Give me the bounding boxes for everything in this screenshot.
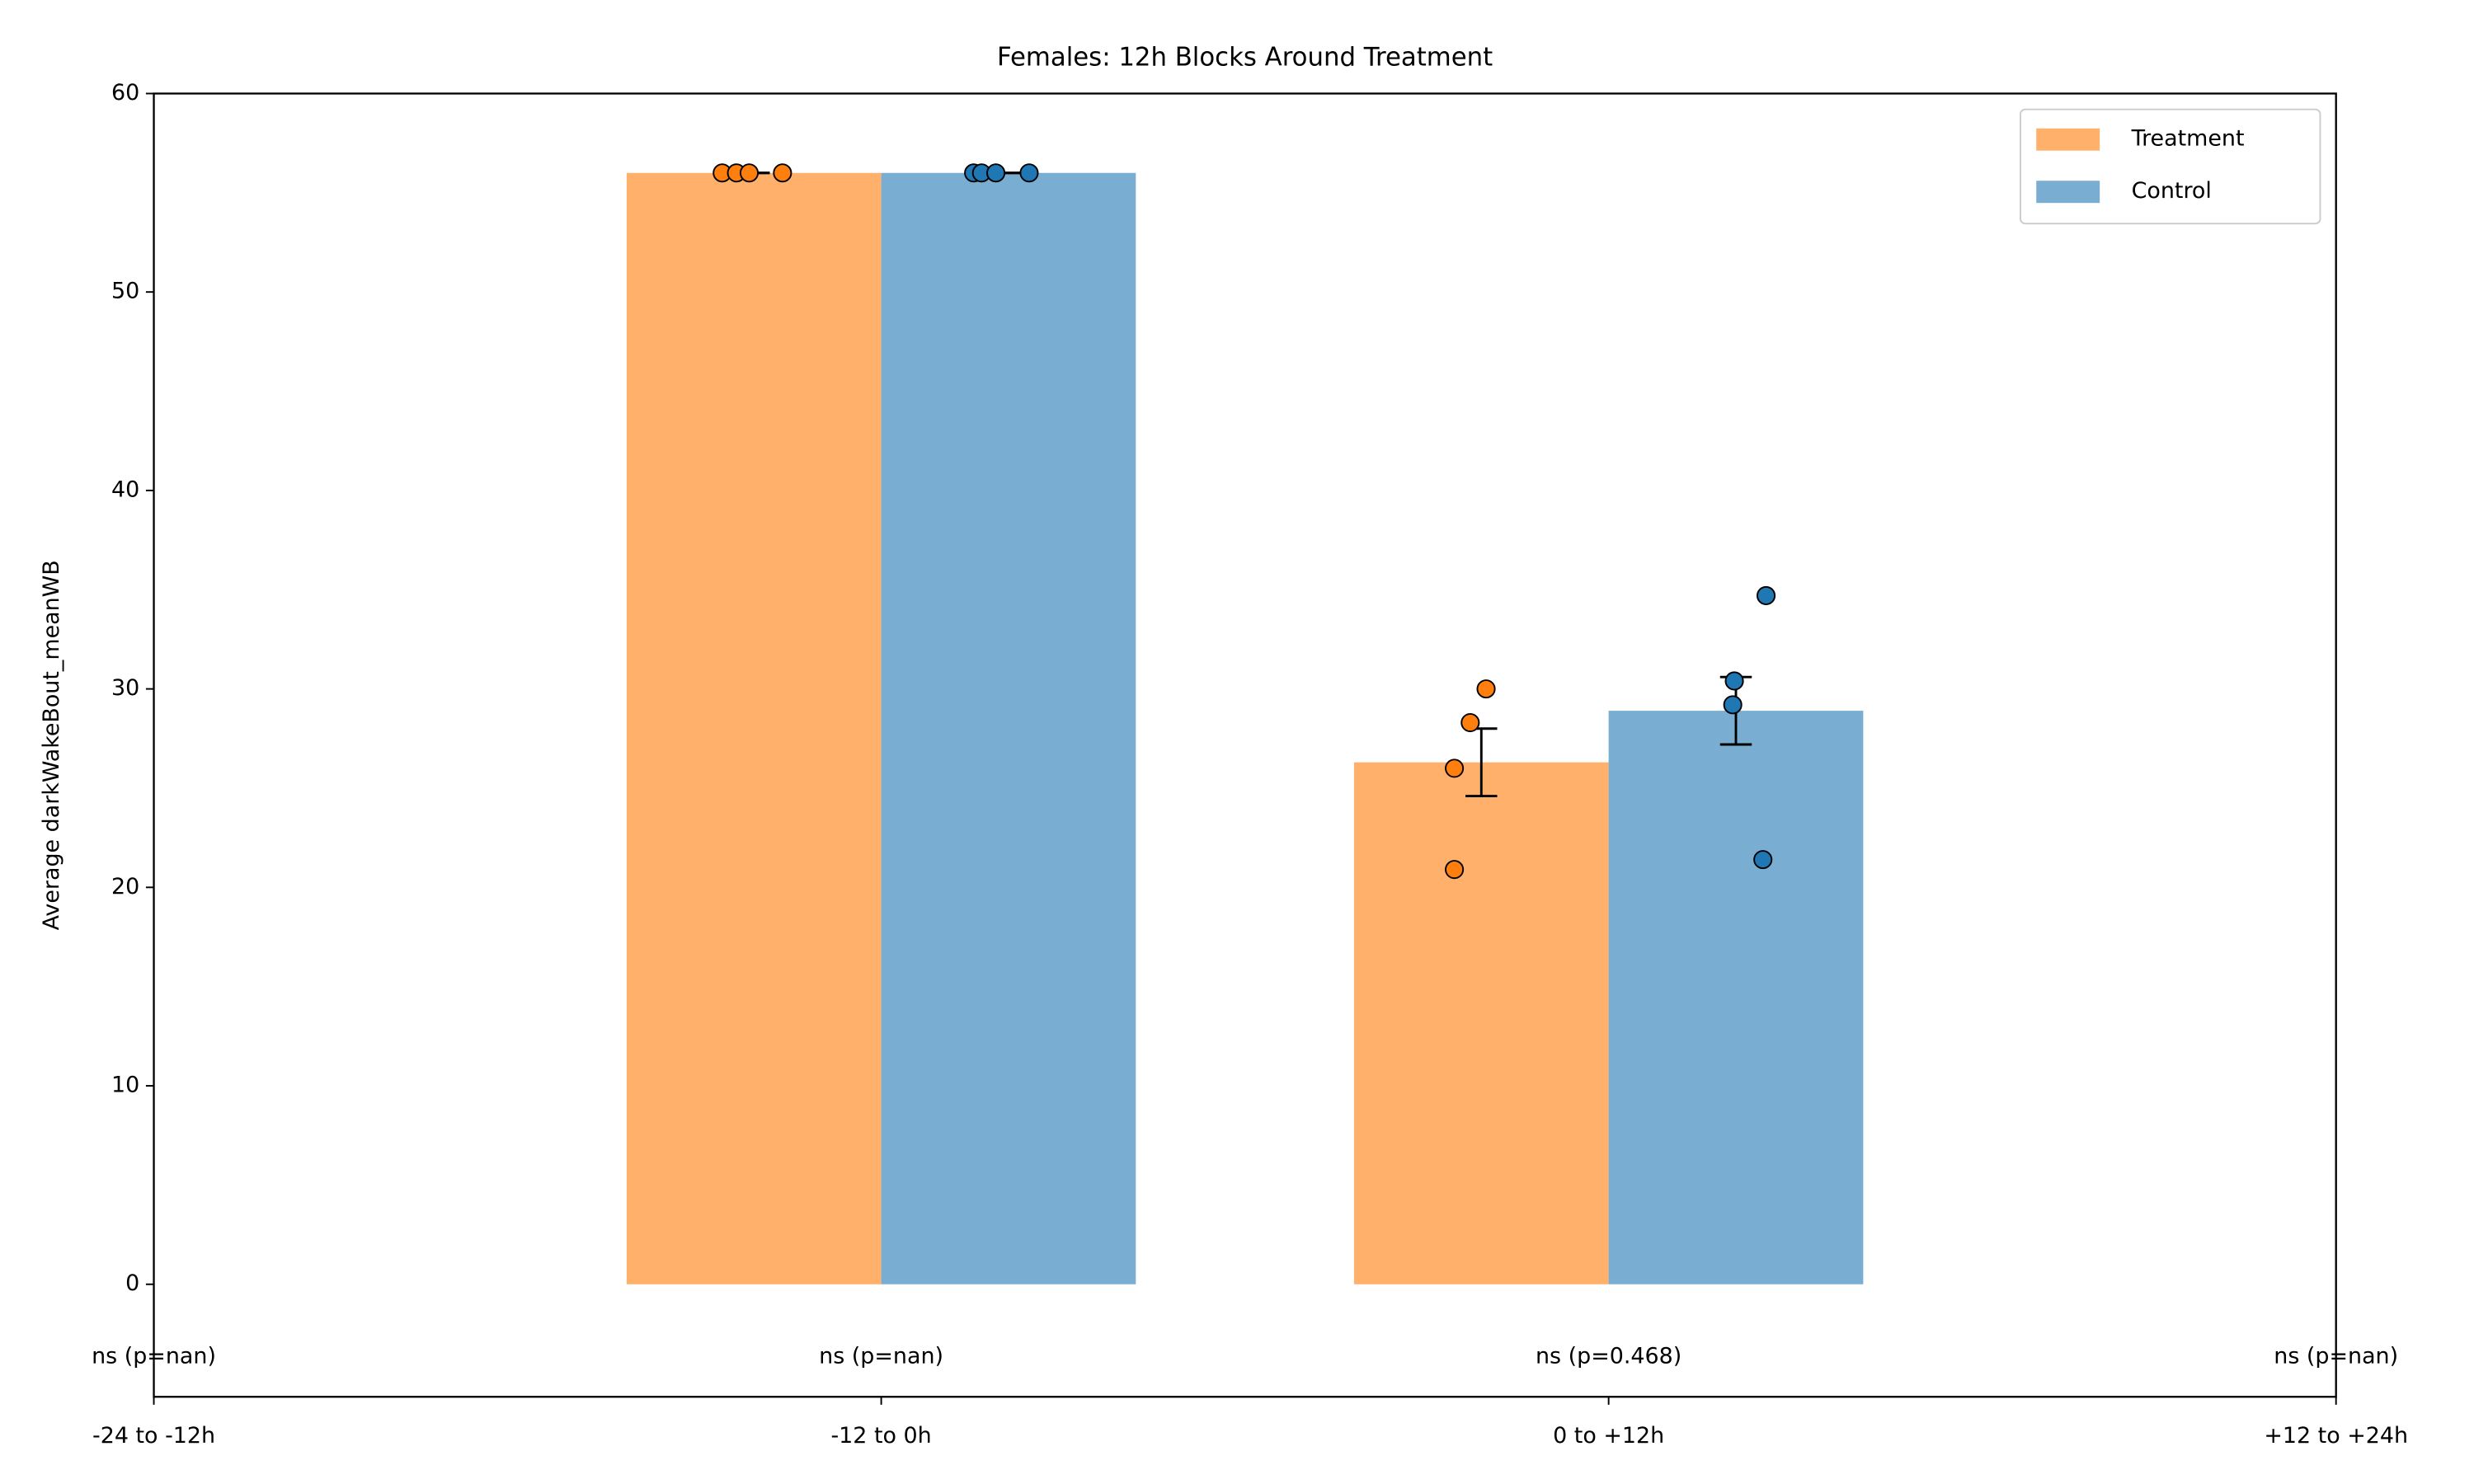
y-axis-label: Average darkWakeBout_meanWB [39,560,64,930]
stat-annotation: ns (p=nan) [819,1344,943,1369]
data-point [1723,695,1743,715]
x-tick-label: -24 to -12h [92,1423,215,1449]
data-point [773,163,793,183]
legend-label: Control [2132,178,2212,204]
legend-swatch [2036,181,2100,204]
data-point [1460,712,1480,733]
x-tick-label: 0 to +12h [1553,1423,1664,1449]
legend-label: Treatment [2131,126,2245,152]
bar [881,172,1136,1284]
bar [626,172,882,1284]
data-point [1476,679,1496,699]
plot-frame [153,92,2337,1398]
data-point [1724,671,1744,691]
data-point [1753,850,1773,870]
y-tick-label: 40 [111,477,139,502]
y-tick-label: 30 [111,675,139,701]
data-point [739,163,759,183]
y-tick-label: 0 [125,1270,139,1296]
y-tick-label: 50 [111,279,139,304]
bar [1353,762,1609,1284]
y-tick-label: 60 [111,80,139,106]
legend: Treatment Control [2020,108,2321,225]
data-point [1445,860,1465,880]
data-point [986,163,1006,183]
x-tick-label: -12 to 0h [830,1423,931,1449]
y-tick-label: 20 [111,874,139,899]
stat-annotation: ns (p=0.468) [1536,1344,1681,1369]
stat-annotation: ns (p=nan) [2274,1344,2398,1369]
y-tick-label: 10 [111,1073,139,1098]
data-point [1445,758,1465,778]
chart-title: Females: 12h Blocks Around Treatment [997,43,1493,73]
legend-swatch [2036,128,2100,151]
bar [1608,711,1864,1284]
x-tick-label: +12 to +24h [2264,1423,2408,1449]
data-point [1019,163,1039,183]
stat-annotation: ns (p=nan) [92,1344,216,1369]
data-point [1756,585,1776,606]
